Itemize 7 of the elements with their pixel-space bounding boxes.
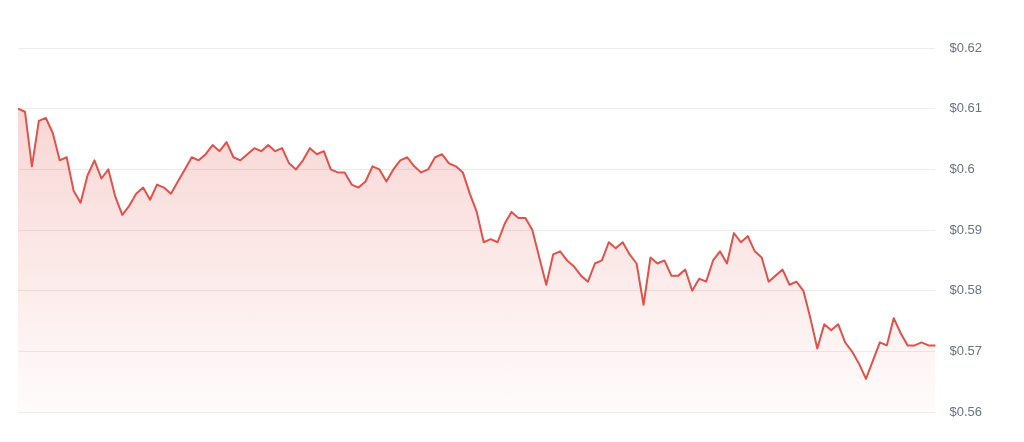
y-tick-label: $0.57	[949, 343, 983, 359]
y-tick-label: $0.6	[949, 160, 975, 176]
y-tick-label: $0.62	[949, 39, 983, 55]
y-tick-label: $0.59	[949, 221, 983, 237]
y-tick-label: $0.56	[949, 403, 983, 419]
y-tick-label: $0.58	[949, 282, 983, 298]
y-tick-label: $0.61	[949, 100, 983, 116]
